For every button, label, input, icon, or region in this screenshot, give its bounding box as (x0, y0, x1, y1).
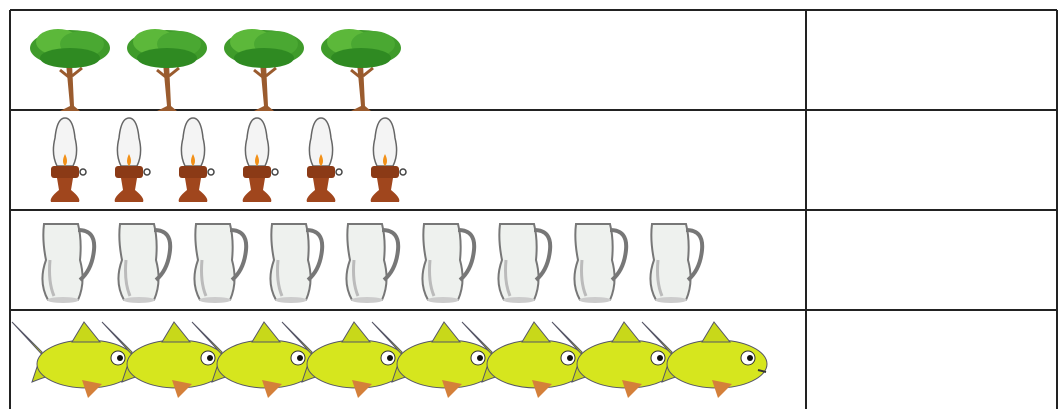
icon-row (49, 117, 407, 203)
icon (241, 117, 279, 203)
icon (177, 117, 215, 203)
icon-row (28, 27, 403, 113)
icon (496, 222, 553, 305)
icon (572, 222, 629, 305)
table-grid (9, 9, 1058, 409)
icon (420, 222, 477, 305)
icon (369, 117, 407, 203)
icon (344, 222, 401, 305)
icon-row (40, 222, 705, 305)
icon (648, 222, 705, 305)
icon (28, 27, 112, 113)
icon (116, 222, 173, 305)
icon (40, 222, 97, 305)
icon (319, 27, 403, 113)
icon (222, 27, 306, 113)
icon (125, 27, 209, 113)
icon (49, 117, 87, 203)
icon-row (11, 321, 768, 399)
icon (305, 117, 343, 203)
icon (11, 321, 138, 399)
icon (113, 117, 151, 203)
icon (192, 222, 249, 305)
icon (268, 222, 325, 305)
